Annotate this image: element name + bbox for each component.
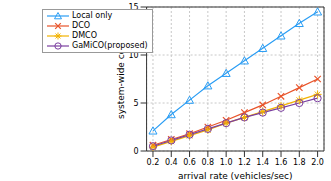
svg-text:0.6: 0.6	[183, 158, 196, 167]
svg-text:1.0: 1.0	[220, 158, 233, 167]
svg-text:arrival rate (vehicles/sec): arrival rate (vehicles/sec)	[178, 171, 293, 181]
html-text:DMCO: DMCO	[72, 31, 97, 40]
svg-text:1.4: 1.4	[256, 158, 269, 167]
svg-text:1.6: 1.6	[275, 158, 288, 167]
svg-text:0.4: 0.4	[165, 158, 178, 167]
html-text:Local only: Local only	[72, 11, 113, 20]
html-text:GaMiCO(proposed): GaMiCO(proposed)	[72, 41, 148, 50]
svg-text:1.2: 1.2	[238, 158, 251, 167]
svg-text:2.0: 2.0	[311, 158, 323, 167]
svg-text:10: 10	[128, 51, 138, 60]
svg-text:0.8: 0.8	[201, 158, 214, 167]
svg-text:0: 0	[133, 147, 138, 156]
svg-text:15: 15	[128, 3, 138, 12]
svg-text:system-wide cost: system-wide cost	[116, 40, 126, 119]
svg-text:0.2: 0.2	[147, 158, 160, 167]
html-text:DCO: DCO	[72, 21, 90, 30]
svg-text:1.8: 1.8	[293, 158, 306, 167]
svg-text:5: 5	[133, 99, 138, 108]
